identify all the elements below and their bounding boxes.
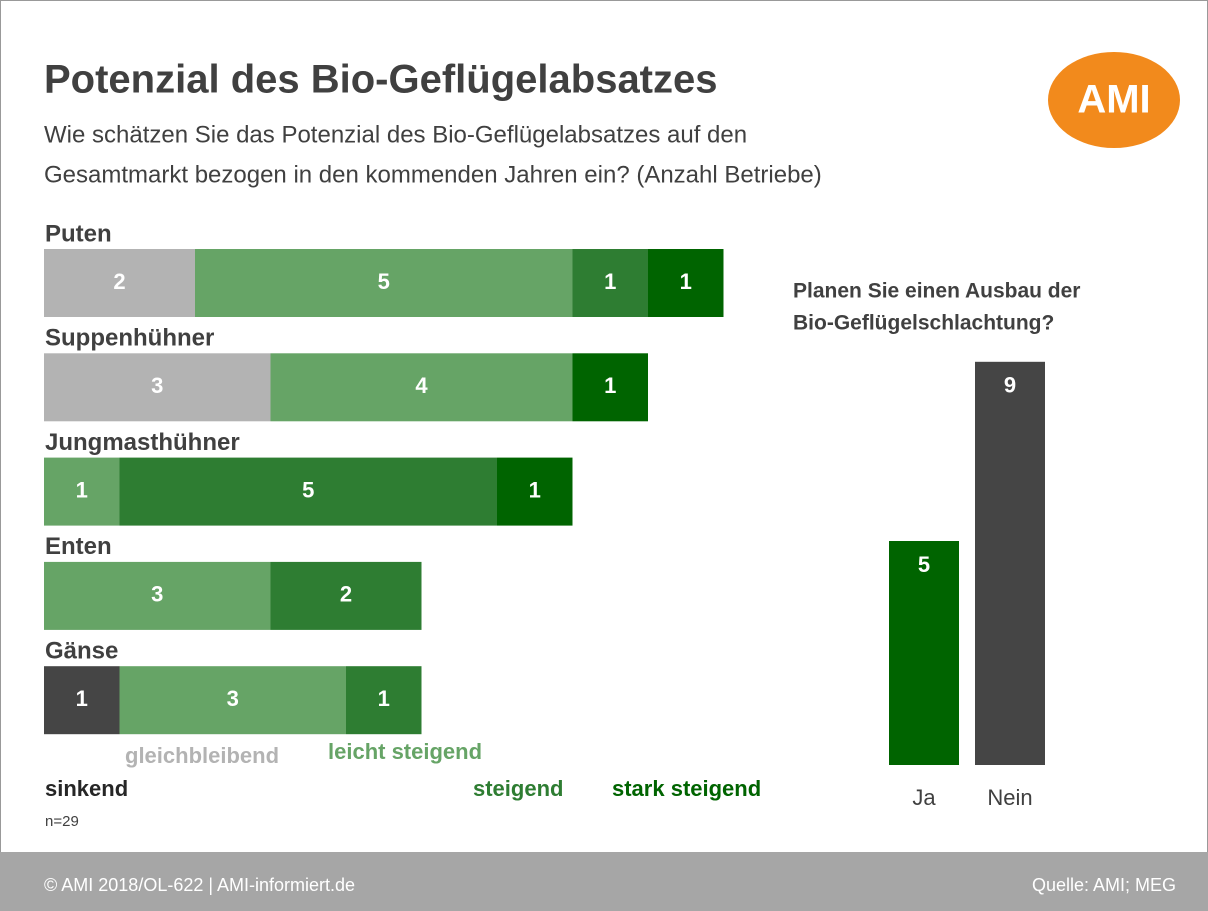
bar-segment bbox=[346, 666, 422, 735]
chart-title: Bio-Geflügelschlachtung? bbox=[793, 312, 1054, 335]
bar-segment bbox=[44, 561, 271, 630]
value-label: 1 bbox=[529, 477, 541, 502]
bar-segment bbox=[270, 353, 573, 422]
bar-segment bbox=[572, 249, 648, 317]
value-label: 3 bbox=[151, 582, 163, 607]
chart-title: Planen Sie einen Ausbau der bbox=[793, 280, 1080, 303]
category-label: Puten bbox=[45, 220, 112, 247]
value-label: 1 bbox=[378, 686, 390, 711]
footer-right: Quelle: AMI; MEG bbox=[1032, 875, 1176, 895]
title: Potenzial des Bio-Geflügelabsatzes bbox=[44, 58, 718, 102]
legend-label: sinkend bbox=[45, 776, 128, 801]
value-label: 3 bbox=[151, 373, 163, 398]
bar-segment bbox=[44, 666, 120, 735]
footer-left: © AMI 2018/OL-622 | AMI-informiert.de bbox=[44, 875, 355, 895]
x-tick-label: Ja bbox=[912, 785, 936, 810]
bar-segment bbox=[195, 249, 573, 317]
legend-label: leicht steigend bbox=[328, 739, 482, 764]
subtitle: Gesamtmarkt bezogen in den kommenden Jah… bbox=[44, 161, 822, 188]
subtitle: Wie schätzen Sie das Potenzial des Bio-G… bbox=[44, 121, 747, 148]
value-label: 1 bbox=[76, 477, 88, 502]
value-label: 2 bbox=[340, 582, 352, 607]
legend-label: steigend bbox=[473, 776, 563, 801]
bar-segment bbox=[44, 353, 271, 422]
bar-segment bbox=[572, 353, 648, 422]
bar-segment bbox=[119, 666, 346, 735]
logo-text: AMI bbox=[1077, 78, 1150, 122]
bar bbox=[975, 361, 1045, 765]
bar bbox=[889, 541, 959, 765]
bar-segment bbox=[44, 249, 195, 317]
x-tick-label: Nein bbox=[987, 785, 1032, 810]
value-label: 2 bbox=[113, 269, 125, 294]
bar-segment bbox=[44, 457, 120, 526]
value-label: 1 bbox=[604, 373, 616, 398]
category-label: Gänse bbox=[45, 638, 118, 665]
value-label: 4 bbox=[415, 373, 428, 398]
category-label: Jungmasthühner bbox=[45, 429, 240, 456]
category-label: Enten bbox=[45, 533, 112, 560]
legend-label: gleichbleibend bbox=[125, 743, 279, 768]
value-label: 1 bbox=[604, 269, 616, 294]
bar-segment bbox=[119, 457, 497, 526]
value-label: 3 bbox=[227, 686, 239, 711]
bar-segment bbox=[648, 249, 724, 317]
value-label: 5 bbox=[302, 477, 314, 502]
value-label: 9 bbox=[1004, 373, 1016, 398]
value-label: 5 bbox=[378, 269, 390, 294]
note: n=29 bbox=[45, 813, 79, 830]
footer bbox=[0, 852, 1208, 911]
logo bbox=[1048, 52, 1180, 148]
value-label: 1 bbox=[76, 686, 88, 711]
value-label: 1 bbox=[680, 269, 692, 294]
bar-segment bbox=[497, 457, 573, 526]
value-label: 5 bbox=[918, 552, 930, 577]
bar-segment bbox=[270, 561, 422, 630]
category-label: Suppenhühner bbox=[45, 325, 214, 352]
legend-label: stark steigend bbox=[612, 776, 761, 801]
